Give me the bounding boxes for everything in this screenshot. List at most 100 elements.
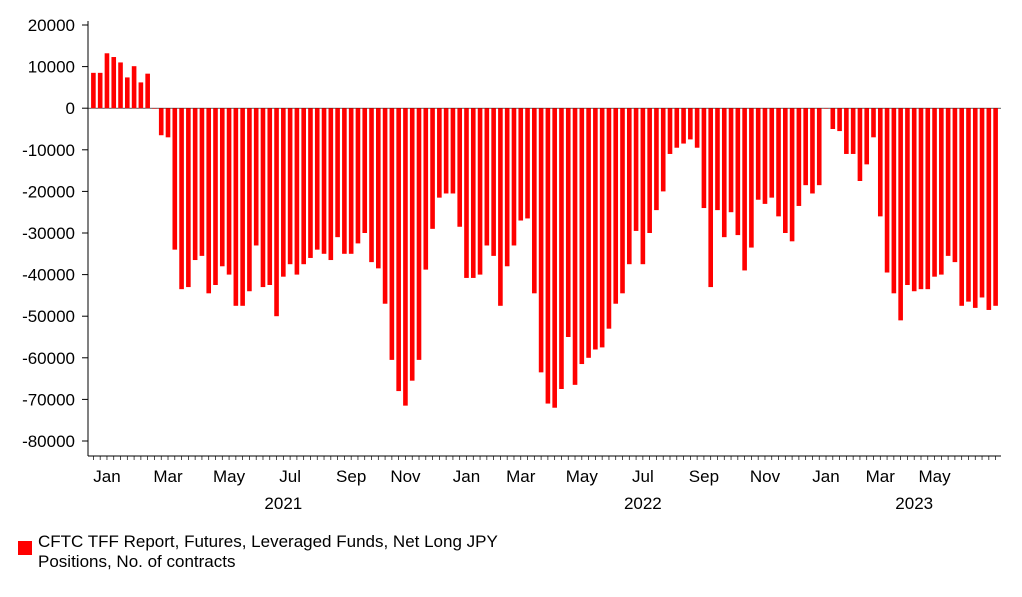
x-tick-label: May	[566, 467, 599, 486]
bar	[348, 108, 354, 254]
bar	[97, 72, 103, 109]
bar	[219, 108, 225, 267]
bar	[233, 108, 239, 306]
bar	[708, 108, 713, 288]
bar	[470, 108, 476, 278]
bar	[952, 108, 958, 263]
bar	[810, 108, 815, 194]
bar	[640, 108, 646, 265]
bar	[660, 108, 666, 192]
bar	[579, 108, 585, 365]
bar	[721, 108, 727, 238]
x-year-label: 2021	[264, 494, 302, 513]
bar	[423, 108, 429, 270]
y-tick-label: -40000	[22, 266, 75, 285]
x-tick-label: Nov	[390, 467, 421, 486]
bar	[172, 108, 178, 250]
bar	[504, 108, 510, 267]
x-tick-label: Mar	[866, 467, 896, 486]
bar	[281, 108, 286, 277]
bar	[240, 108, 245, 306]
bar	[850, 108, 856, 154]
bar	[986, 108, 992, 310]
bar	[321, 108, 327, 254]
bar	[125, 77, 130, 109]
bar	[192, 108, 198, 261]
bar	[681, 108, 686, 144]
y-tick-label: -50000	[22, 307, 75, 326]
bar	[654, 108, 659, 211]
bar	[891, 108, 897, 294]
bar	[823, 108, 829, 109]
bar	[735, 108, 741, 236]
bar	[416, 108, 422, 360]
bar	[179, 108, 184, 290]
bar	[565, 108, 571, 337]
bar	[755, 108, 761, 200]
bar	[769, 108, 775, 198]
bar	[491, 108, 496, 256]
bar	[376, 108, 381, 269]
bar	[898, 108, 903, 321]
bar	[145, 73, 150, 109]
bar	[613, 108, 619, 304]
bar	[789, 108, 795, 242]
bar	[796, 108, 802, 206]
bar	[498, 108, 503, 306]
bar	[966, 108, 971, 302]
x-axis: Jan Mar May Jul Sep Nov Jan Mar May Jul Sep Nov Jan M…	[88, 455, 1001, 513]
bar	[118, 62, 123, 109]
bar	[362, 108, 368, 233]
x-tick-label: Mar	[153, 467, 183, 486]
x-tick-label: Sep	[689, 467, 719, 486]
bar	[457, 108, 463, 227]
bar	[253, 108, 259, 246]
bar	[593, 108, 598, 350]
bar	[396, 108, 401, 392]
bar	[186, 108, 191, 288]
bar	[294, 108, 300, 275]
bar	[884, 108, 890, 273]
x-tick-label: Jul	[279, 467, 301, 486]
bar	[484, 108, 490, 246]
y-tick-label: -30000	[22, 224, 75, 243]
x-tick-label: May	[213, 467, 246, 486]
bar	[335, 108, 340, 238]
y-tick-label: -80000	[22, 432, 75, 451]
bar	[403, 108, 408, 406]
bar	[674, 108, 680, 148]
bar	[437, 108, 442, 198]
bar	[586, 108, 591, 358]
bar	[328, 108, 334, 261]
bar	[667, 108, 673, 154]
bar	[905, 108, 910, 285]
bar	[138, 82, 144, 109]
bar	[932, 108, 937, 277]
bar	[633, 108, 639, 231]
bar	[626, 108, 632, 265]
x-tick-label: Mar	[506, 467, 536, 486]
bar	[538, 108, 544, 373]
y-tick-label: -60000	[22, 349, 75, 368]
bar	[532, 108, 537, 294]
bar	[260, 108, 266, 288]
bar	[918, 108, 924, 290]
bar	[749, 108, 754, 248]
bar	[369, 108, 374, 263]
bar	[91, 72, 96, 109]
bar	[430, 108, 435, 229]
x-tick-label: Sep	[336, 467, 366, 486]
x-tick-label: Nov	[750, 467, 781, 486]
bar	[939, 108, 944, 275]
y-tick-label: 0	[66, 99, 75, 118]
bar	[131, 66, 137, 109]
bar	[694, 108, 700, 148]
bar	[728, 108, 734, 213]
bar	[877, 108, 883, 217]
bar	[816, 108, 822, 186]
bar	[945, 108, 951, 256]
bar	[152, 108, 157, 109]
bar	[477, 108, 483, 275]
bar	[267, 108, 273, 285]
bar	[409, 108, 415, 381]
